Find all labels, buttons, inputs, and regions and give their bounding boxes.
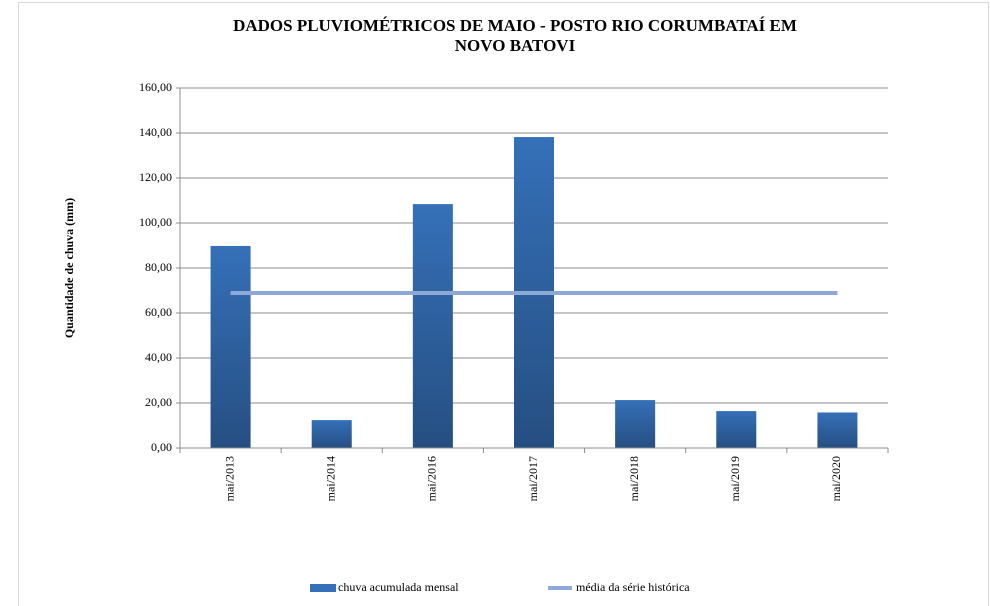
legend-label: média da série histórica	[576, 580, 690, 594]
x-tick-label: mai/2020	[829, 456, 843, 501]
legend-swatch	[310, 584, 336, 592]
chart-title: DADOS PLUVIOMÉTRICOS DE MAIO - POSTO RIO…	[233, 16, 797, 35]
y-tick-label: 140,00	[139, 125, 172, 139]
x-tick-label: mai/2019	[728, 456, 742, 501]
bar-shade	[412, 204, 453, 448]
chart-border	[18, 2, 989, 606]
y-tick-label: 100,00	[139, 215, 172, 229]
y-tick-label: 20,00	[145, 395, 172, 409]
bar-shade	[817, 412, 858, 448]
x-tick-label: mai/2018	[627, 456, 641, 501]
bar-shade	[311, 420, 352, 448]
y-tick-label: 120,00	[139, 170, 172, 184]
x-tick-label: mai/2016	[425, 456, 439, 501]
x-tick-label: mai/2017	[526, 456, 540, 501]
x-tick-label: mai/2014	[323, 456, 337, 501]
bar-shade	[716, 411, 757, 448]
y-tick-label: 60,00	[145, 305, 172, 319]
bar-shade	[615, 400, 656, 448]
legend-label: chuva acumulada mensal	[338, 580, 459, 594]
y-tick-label: 80,00	[145, 260, 172, 274]
x-tick-label: mai/2013	[222, 456, 236, 501]
chart-title: NOVO BATOVI	[455, 36, 576, 55]
y-axis-label: Quantidade de chuva (mm)	[62, 198, 76, 338]
y-tick-label: 160,00	[139, 80, 172, 94]
y-tick-label: 0,00	[151, 440, 172, 454]
y-tick-label: 40,00	[145, 350, 172, 364]
bar-shade	[210, 245, 251, 448]
